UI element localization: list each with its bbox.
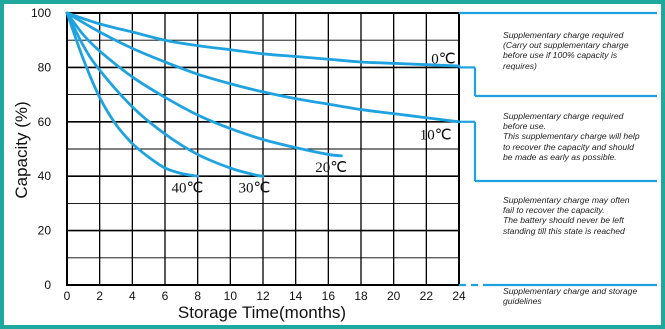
x-tick-label-10: 10: [224, 289, 238, 303]
y-axis-title: Capacity (%): [12, 101, 31, 198]
x-axis-title: Storage Time(months): [178, 303, 346, 322]
x-tick-label-12: 12: [256, 289, 270, 303]
x-tick-label-16: 16: [322, 289, 336, 303]
y-tick-label-40: 40: [38, 169, 52, 183]
series-line-3: [65, 11, 265, 178]
x-tick-label-4: 4: [129, 289, 136, 303]
y-tick-label-0: 0: [44, 278, 51, 292]
x-tick-label-22: 22: [420, 289, 434, 303]
annotation-full-charge: Supplementary charge required (Carry out…: [503, 30, 629, 71]
curve-label-1: 10℃: [420, 127, 452, 143]
curve-label-0: 0℃: [431, 51, 455, 67]
x-tick-label-8: 8: [194, 289, 201, 303]
y-tick-label-60: 60: [38, 115, 52, 129]
series-line-2: [65, 11, 343, 158]
x-tick-label-24: 24: [452, 289, 466, 303]
x-tick-label-2: 2: [96, 289, 103, 303]
x-tick-label-0: 0: [64, 289, 71, 303]
guide-lines: [459, 11, 657, 287]
series-line-4: [65, 11, 200, 178]
series-line-1: [65, 11, 461, 124]
curve-label-2: 20℃: [315, 160, 347, 176]
y-tick-label-100: 100: [31, 6, 51, 20]
x-tick-label-14: 14: [289, 289, 303, 303]
annotation-early-charge: Supplementary charge required before use…: [503, 111, 640, 162]
x-tick-label-18: 18: [354, 289, 368, 303]
x-tick-label-6: 6: [162, 289, 169, 303]
curve-label-3: 30℃: [239, 181, 271, 197]
series-curves: [65, 11, 461, 178]
plot-area-border: [66, 12, 460, 286]
y-tick-label-80: 80: [38, 60, 52, 74]
curve-labels: 0℃ 10℃ 20℃ 30℃ 40℃: [172, 51, 456, 196]
chart-panel: [4, 4, 661, 325]
curve-label-4: 40℃: [172, 181, 204, 197]
y-tick-label-20: 20: [38, 224, 52, 238]
annotation-may-fail: Supplementary charge may often fail to r…: [503, 195, 630, 236]
x-tick-label-20: 20: [387, 289, 401, 303]
annotation-guidelines: Supplementary charge and storage guideli…: [503, 286, 638, 307]
series-line-0: [65, 11, 461, 68]
